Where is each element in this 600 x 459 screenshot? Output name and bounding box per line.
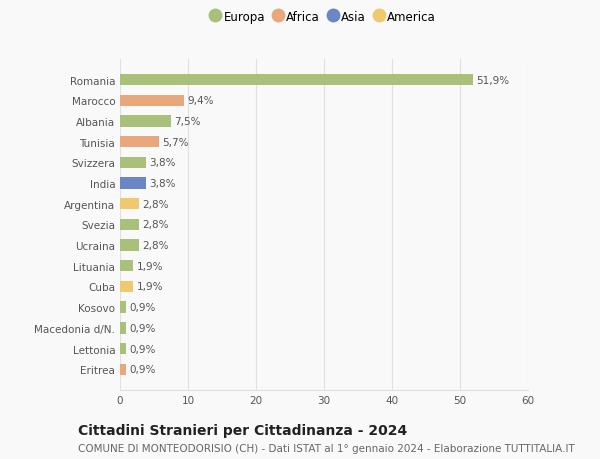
Bar [120,95,184,106]
Text: 51,9%: 51,9% [476,75,509,85]
Text: 2,8%: 2,8% [142,220,169,230]
Text: 2,8%: 2,8% [142,241,169,251]
Text: 1,9%: 1,9% [136,261,163,271]
Bar [120,178,146,189]
Text: COMUNE DI MONTEODORISIO (CH) - Dati ISTAT al 1° gennaio 2024 - Elaborazione TUTT: COMUNE DI MONTEODORISIO (CH) - Dati ISTA… [78,443,575,453]
Bar [120,75,473,86]
Bar [120,364,126,375]
Text: Cittadini Stranieri per Cittadinanza - 2024: Cittadini Stranieri per Cittadinanza - 2… [78,423,407,437]
Text: 7,5%: 7,5% [175,117,201,127]
Legend: Europa, Africa, Asia, America: Europa, Africa, Asia, America [207,6,441,28]
Text: 0,9%: 0,9% [130,344,156,354]
Bar [120,219,139,230]
Text: 2,8%: 2,8% [142,199,169,209]
Text: 3,8%: 3,8% [149,179,176,189]
Bar [120,116,171,127]
Bar [120,199,139,210]
Text: 1,9%: 1,9% [136,282,163,292]
Text: 0,9%: 0,9% [130,323,156,333]
Bar [120,157,146,168]
Bar [120,137,159,148]
Text: 0,9%: 0,9% [130,364,156,375]
Bar [120,261,133,272]
Text: 3,8%: 3,8% [149,158,176,168]
Bar [120,281,133,292]
Bar [120,302,126,313]
Text: 5,7%: 5,7% [162,137,188,147]
Text: 0,9%: 0,9% [130,302,156,313]
Bar [120,343,126,354]
Bar [120,240,139,251]
Bar [120,323,126,334]
Text: 9,4%: 9,4% [187,96,214,106]
